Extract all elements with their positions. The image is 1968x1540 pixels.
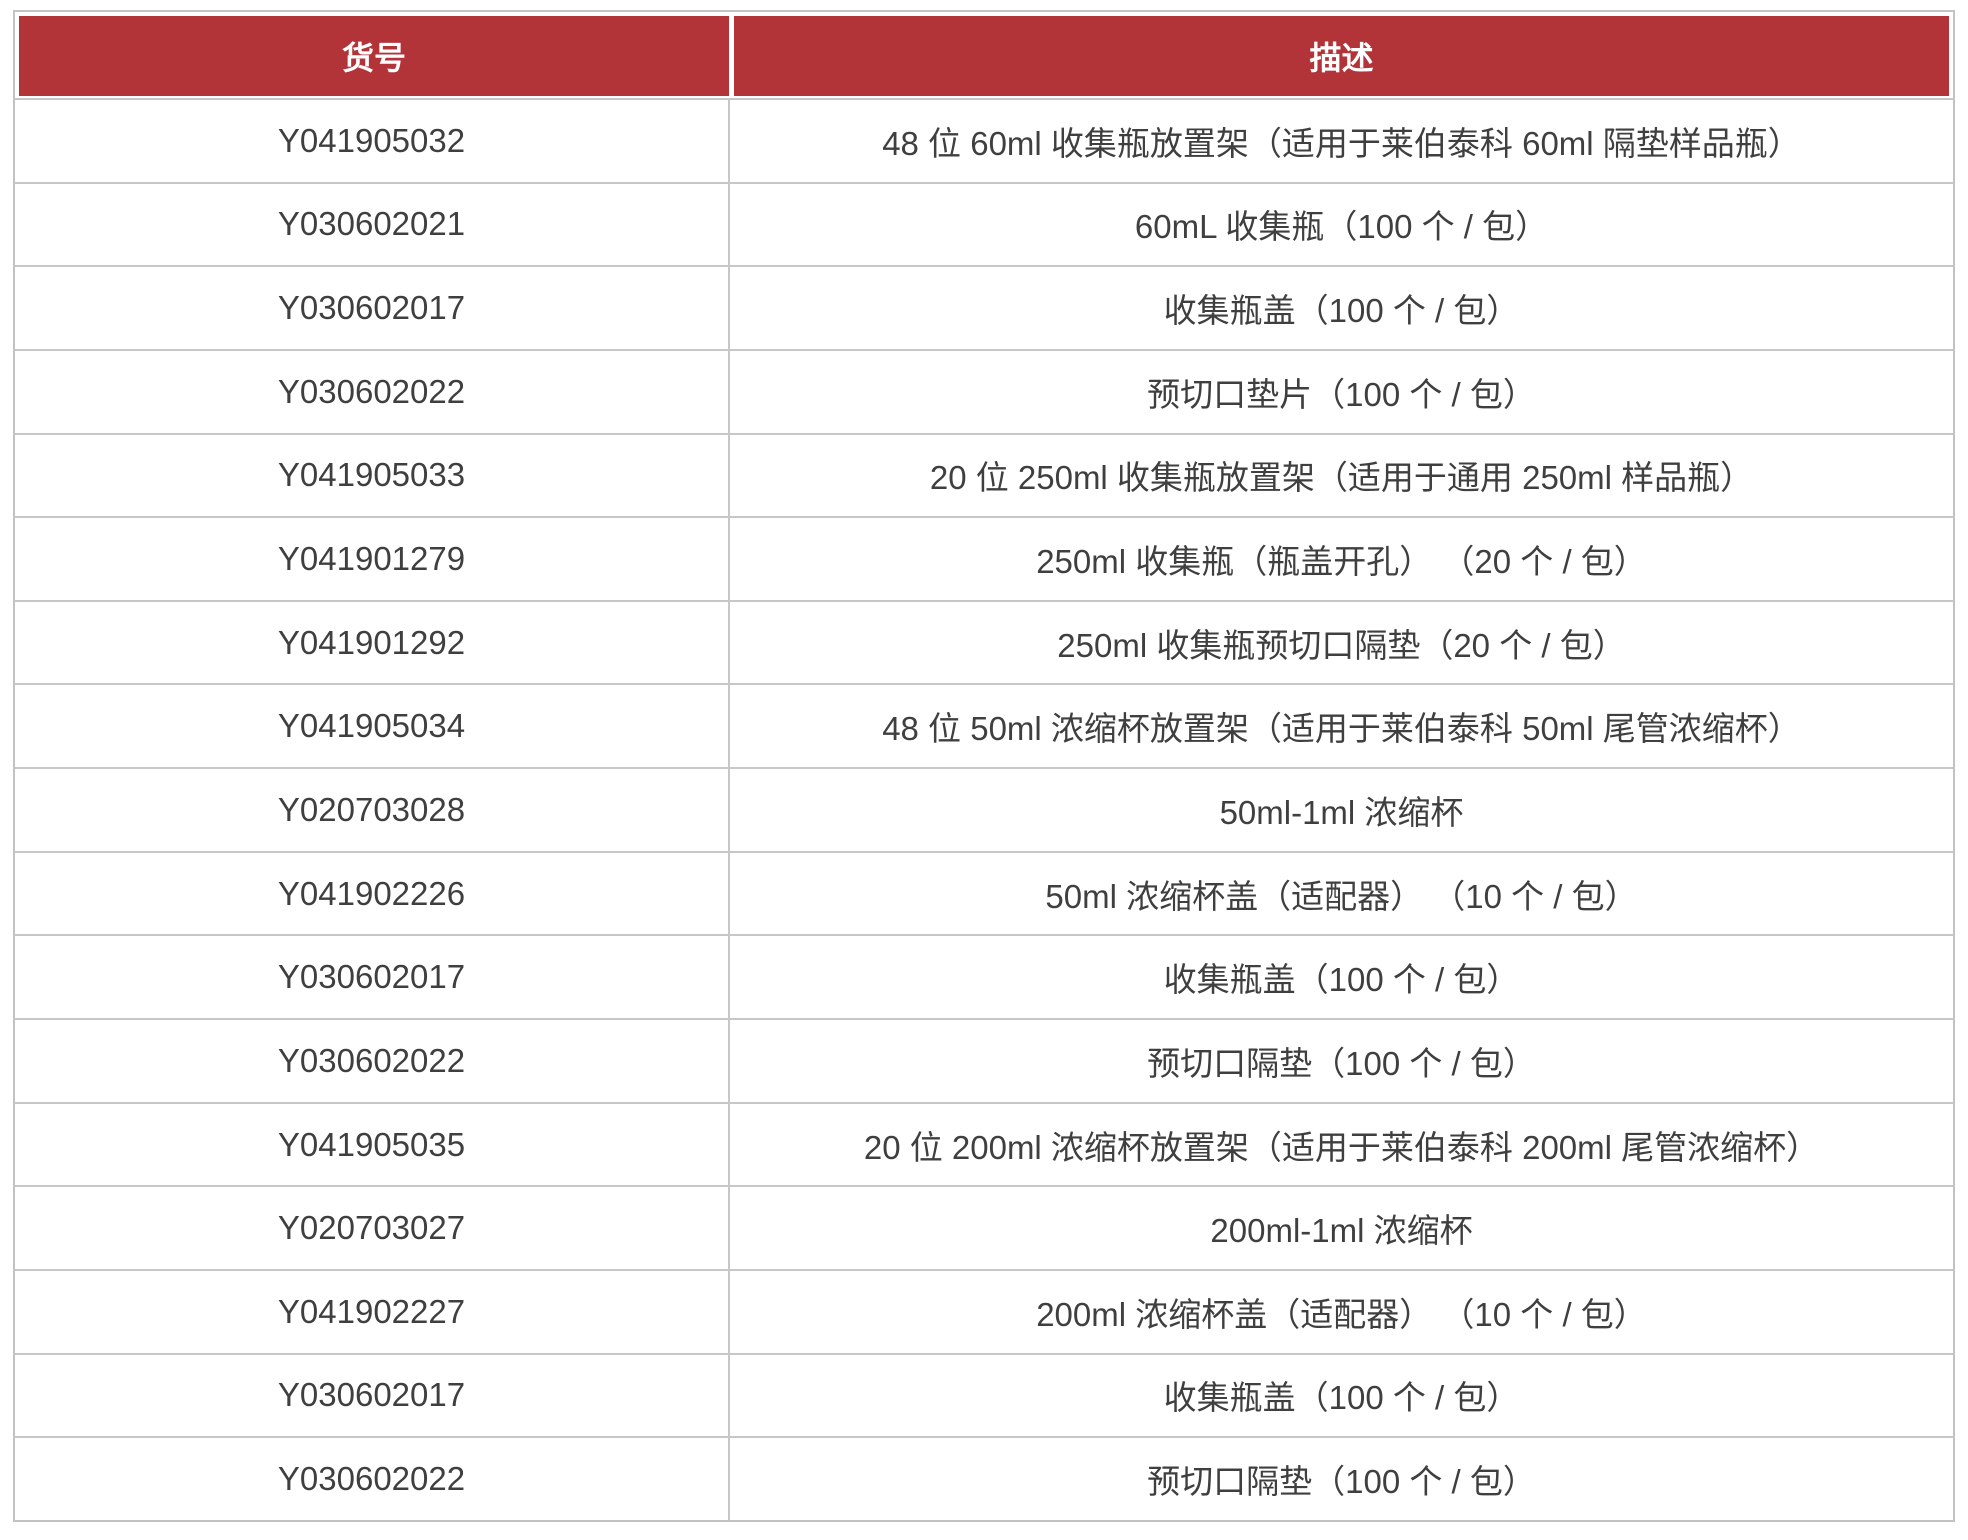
description-cell: 收集瓶盖（100 个 / 包） (1163, 1379, 1520, 1417)
description-cell: 200ml-1ml 浓缩杯 (1210, 1212, 1473, 1250)
description-cell: 收集瓶盖（100 个 / 包） (1163, 292, 1520, 330)
item-number-cell: Y041902227 (15, 1270, 730, 1353)
description-cell: 48 位 60ml 收集瓶放置架（适用于莱伯泰科 60ml 隔垫样品瓶） (882, 124, 1801, 162)
table-row: Y041905033 20 位 250ml 收集瓶放置架（适用于通用 250ml… (15, 432, 1953, 517)
table-row: Y041902227 200ml 浓缩杯盖（适配器） （10 个 / 包） (15, 1268, 1953, 1353)
item-number-cell: Y020703028 (15, 769, 730, 851)
description-cell: 预切口隔垫（100 个 / 包） (1147, 1463, 1536, 1501)
description-cell: 20 位 250ml 收集瓶放置架（适用于通用 250ml 样品瓶） (929, 459, 1754, 497)
item-number-cell: Y030602022 (15, 350, 730, 433)
item-number-cell: Y030602017 (15, 936, 730, 1019)
table-row: Y030602017 收集瓶盖（100 个 / 包） (15, 265, 1953, 349)
table-row: Y020703028 50ml-1ml 浓缩杯 (15, 767, 1953, 851)
item-number-cell: Y030602021 (15, 183, 730, 266)
table-row: Y041901292 250ml 收集瓶预切口隔垫（20 个 / 包） (15, 599, 1953, 684)
product-catalog-table: 货号 描述 Y041905032 48 位 60ml 收集瓶放置架（适用于莱伯泰… (13, 10, 1955, 1522)
table-row: Y030602017 收集瓶盖（100 个 / 包） (15, 934, 1953, 1019)
item-number-cell: Y041905033 (15, 434, 730, 517)
table-row: Y030602021 60mL 收集瓶（100 个 / 包） (15, 181, 1953, 266)
table-row: Y041905035 20 位 200ml 浓缩杯放置架（适用于莱伯泰科 200… (15, 1101, 1953, 1186)
description-cell: 48 位 50ml 浓缩杯放置架（适用于莱伯泰科 50ml 尾管浓缩杯） (882, 710, 1801, 748)
description-cell: 20 位 200ml 浓缩杯放置架（适用于莱伯泰科 200ml 尾管浓缩杯） (863, 1128, 1820, 1166)
description-cell: 250ml 收集瓶预切口隔垫（20 个 / 包） (1057, 626, 1626, 664)
table-row: Y041905032 48 位 60ml 收集瓶放置架（适用于莱伯泰科 60ml… (15, 98, 1953, 182)
table-body: Y041905032 48 位 60ml 收集瓶放置架（适用于莱伯泰科 60ml… (15, 98, 1953, 1520)
item-number-cell: Y041901292 (15, 601, 730, 684)
table-row: Y041901279 250ml 收集瓶（瓶盖开孔） （20 个 / 包） (15, 516, 1953, 600)
table-row: Y030602022 预切口垫片（100 个 / 包） (15, 348, 1953, 433)
description-cell: 收集瓶盖（100 个 / 包） (1163, 961, 1520, 999)
table-row: Y041905034 48 位 50ml 浓缩杯放置架（适用于莱伯泰科 50ml… (15, 683, 1953, 768)
table-row: Y030602022 预切口隔垫（100 个 / 包） (15, 1018, 1953, 1102)
item-number-cell: Y041905035 (15, 1103, 730, 1186)
item-number-cell: Y030602022 (15, 1438, 730, 1520)
table-row: Y030602017 收集瓶盖（100 个 / 包） (15, 1352, 1953, 1437)
header-item-number: 货号 (19, 16, 729, 96)
description-cell: 预切口垫片（100 个 / 包） (1147, 375, 1536, 413)
description-cell: 200ml 浓缩杯盖（适配器） （10 个 / 包） (1036, 1295, 1647, 1333)
table-row: Y030602022 预切口隔垫（100 个 / 包） (15, 1436, 1953, 1520)
description-cell: 50ml-1ml 浓缩杯 (1219, 793, 1464, 831)
item-number-cell: Y020703027 (15, 1187, 730, 1269)
item-number-cell: Y030602022 (15, 1020, 730, 1102)
table-header-row: 货号 描述 (19, 16, 1949, 96)
table-row: Y041902226 50ml 浓缩杯盖（适配器） （10 个 / 包） (15, 850, 1953, 935)
description-cell: 50ml 浓缩杯盖（适配器） （10 个 / 包） (1045, 877, 1638, 915)
item-number-cell: Y030602017 (15, 267, 730, 349)
item-number-cell: Y041901279 (15, 518, 730, 600)
description-cell: 250ml 收集瓶（瓶盖开孔） （20 个 / 包） (1036, 543, 1647, 581)
description-cell: 预切口隔垫（100 个 / 包） (1147, 1044, 1536, 1082)
description-cell: 60mL 收集瓶（100 个 / 包） (1134, 208, 1549, 246)
item-number-cell: Y041902226 (15, 852, 730, 935)
table-row: Y020703027 200ml-1ml 浓缩杯 (15, 1185, 1953, 1269)
item-number-cell: Y041905034 (15, 685, 730, 768)
item-number-cell: Y030602017 (15, 1354, 730, 1437)
header-description: 描述 (734, 16, 1949, 96)
item-number-cell: Y041905032 (15, 100, 730, 182)
